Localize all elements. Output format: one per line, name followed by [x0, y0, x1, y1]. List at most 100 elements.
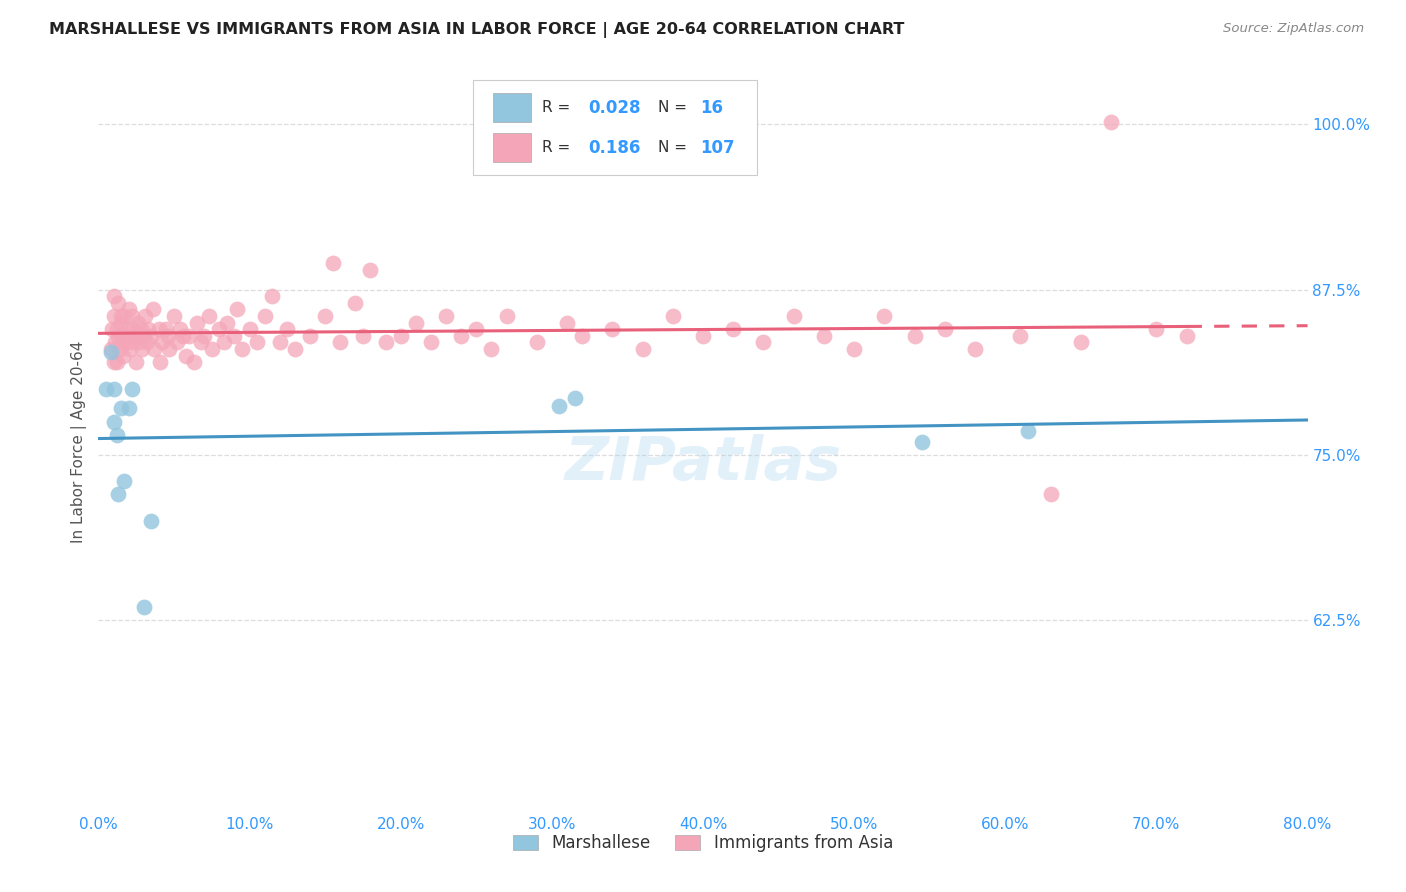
Text: N =: N = [658, 140, 692, 155]
Point [156, 328, 179, 343]
Point [150, 335, 173, 350]
Text: ZIPatlas: ZIPatlas [564, 434, 842, 493]
Point [125, 328, 148, 343]
Point [135, 335, 157, 350]
Point [103, 382, 125, 396]
Point [141, 514, 163, 528]
Point [172, 328, 194, 343]
Point [352, 328, 374, 343]
Point [121, 382, 143, 396]
Point [103, 309, 125, 323]
Point [107, 328, 129, 343]
Point [111, 328, 134, 343]
Point [107, 487, 129, 501]
Point [450, 328, 472, 343]
Point [904, 328, 927, 343]
Text: R =: R = [543, 140, 575, 155]
Point [262, 289, 284, 303]
Point [118, 401, 141, 416]
Point [495, 309, 517, 323]
Point [110, 335, 132, 350]
Point [1175, 328, 1198, 343]
Point [224, 328, 246, 343]
Point [564, 391, 586, 405]
Text: MARSHALLESE VS IMMIGRANTS FROM ASIA IN LABOR FORCE | AGE 20-64 CORRELATION CHART: MARSHALLESE VS IMMIGRANTS FROM ASIA IN L… [49, 22, 904, 38]
Point [121, 335, 143, 350]
Point [183, 355, 205, 369]
Point [481, 342, 503, 356]
Point [100, 342, 122, 356]
FancyBboxPatch shape [492, 93, 531, 122]
Point [246, 335, 269, 350]
Point [434, 309, 457, 323]
Point [360, 262, 382, 277]
Point [631, 342, 654, 356]
Point [602, 322, 624, 336]
Text: 107: 107 [700, 139, 735, 157]
Text: R =: R = [543, 100, 575, 115]
Point [197, 309, 219, 323]
Point [115, 322, 138, 336]
Point [344, 295, 367, 310]
Point [134, 309, 156, 323]
Point [125, 355, 148, 369]
Point [108, 342, 131, 356]
Point [231, 342, 253, 356]
Point [132, 599, 155, 614]
Text: 0.186: 0.186 [588, 139, 641, 157]
Point [103, 415, 125, 429]
Point [128, 335, 150, 350]
FancyBboxPatch shape [474, 80, 758, 175]
Point [752, 335, 775, 350]
Point [174, 349, 197, 363]
Point [269, 335, 291, 350]
Point [159, 342, 181, 356]
Point [155, 322, 177, 336]
Point [1010, 328, 1032, 343]
Text: 0.028: 0.028 [588, 98, 641, 117]
Point [112, 474, 135, 488]
Point [911, 434, 934, 449]
Point [873, 309, 896, 323]
Point [208, 322, 231, 336]
Point [190, 335, 212, 350]
Point [110, 309, 132, 323]
Point [389, 328, 412, 343]
Point [965, 342, 987, 356]
Point [1099, 114, 1122, 128]
Point [253, 309, 276, 323]
Point [105, 428, 128, 442]
Point [112, 309, 135, 323]
Point [122, 322, 145, 336]
Point [239, 322, 262, 336]
Point [215, 316, 238, 330]
Legend: Marshallese, Immigrants from Asia: Marshallese, Immigrants from Asia [506, 828, 900, 859]
Point [276, 322, 298, 336]
Point [166, 335, 188, 350]
Point [107, 295, 129, 310]
Point [103, 289, 125, 303]
Point [201, 342, 224, 356]
Point [120, 342, 142, 356]
Point [548, 399, 571, 413]
Point [101, 322, 124, 336]
Point [661, 309, 683, 323]
Point [131, 342, 153, 356]
Point [322, 256, 344, 270]
Text: N =: N = [658, 100, 692, 115]
Point [186, 316, 208, 330]
Point [405, 316, 427, 330]
Point [121, 309, 143, 323]
Point [420, 335, 443, 350]
Point [111, 349, 134, 363]
Point [118, 328, 141, 343]
Point [526, 335, 548, 350]
Point [555, 316, 578, 330]
Point [163, 309, 186, 323]
Point [844, 342, 866, 356]
FancyBboxPatch shape [492, 133, 531, 162]
Point [212, 335, 235, 350]
Point [149, 355, 172, 369]
Point [104, 335, 127, 350]
Text: Source: ZipAtlas.com: Source: ZipAtlas.com [1223, 22, 1364, 36]
